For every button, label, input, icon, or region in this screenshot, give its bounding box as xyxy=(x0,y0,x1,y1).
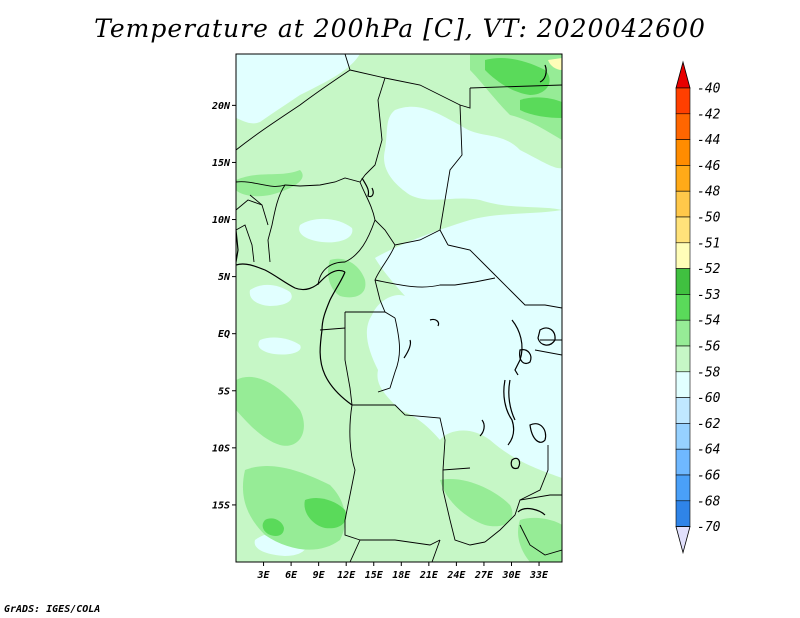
field-region-mid-7 xyxy=(518,517,562,562)
colorbar-swatch xyxy=(675,216,691,244)
lon-tick-label: 24E xyxy=(446,570,466,581)
colorbar-swatch xyxy=(675,448,691,476)
coastlines xyxy=(236,64,556,516)
latitude-axis: 20N 15N 10N 5N EQ 5S 10S 15S xyxy=(211,101,236,511)
colorbar-label: -54 xyxy=(697,314,720,329)
colorbar-label: -53 xyxy=(697,288,720,303)
lon-tick-label: 18E xyxy=(392,570,411,581)
lon-tick-label: 15E xyxy=(365,570,384,581)
colorbar-swatch xyxy=(675,268,691,295)
field-region-cold-north xyxy=(384,106,562,210)
colorbar-swatch xyxy=(675,397,691,424)
field-region-warm-sw xyxy=(304,498,347,529)
lon-tick-label: 12E xyxy=(337,570,356,581)
lon-tick-label: 21E xyxy=(419,570,439,581)
colorbar-label: -46 xyxy=(697,159,721,174)
colorbar-upper-triangle xyxy=(675,60,691,89)
colorbar-label: -51 xyxy=(697,236,720,251)
lon-tick-label: 33E xyxy=(529,570,549,581)
field-region-mid-6 xyxy=(440,479,513,527)
colorbar-swatch xyxy=(675,294,691,321)
map-frame xyxy=(235,53,563,563)
colorbar-label: -42 xyxy=(697,107,721,122)
field-region-mid-3 xyxy=(236,376,304,446)
lat-tick-label: 10S xyxy=(212,443,230,454)
colorbar-label: -60 xyxy=(697,391,721,406)
field-region-cold-sahara xyxy=(236,54,360,124)
colorbar-label: -44 xyxy=(697,133,720,148)
lat-tick-label: 20N xyxy=(211,101,231,112)
field-region-cold-central xyxy=(366,210,562,478)
chart-title: Temperature at 200hPa [C], VT: 202004260… xyxy=(94,14,706,43)
colorbar-lower-triangle xyxy=(675,526,691,555)
colorbar-label: -40 xyxy=(697,82,721,97)
lon-tick-label: 9E xyxy=(313,570,326,581)
lon-tick-label: 27E xyxy=(474,570,494,581)
colorbar-label: -58 xyxy=(697,365,721,380)
colorbar-label: -66 xyxy=(697,469,721,484)
colorbar-swatch xyxy=(675,474,691,502)
lat-tick-label: 15N xyxy=(212,158,231,169)
colorbar-swatch xyxy=(675,242,691,269)
lat-tick-label: 10N xyxy=(212,215,231,226)
colorbar-label: -68 xyxy=(697,494,721,509)
lon-tick-label: 30E xyxy=(501,570,521,581)
field-region-mid-1 xyxy=(236,170,303,197)
colorbar-label: -52 xyxy=(697,262,721,277)
lon-tick-label: 3E xyxy=(257,570,271,581)
field-region-warm-sw2 xyxy=(262,518,284,536)
colorbar-label: -56 xyxy=(697,340,721,355)
field-region-cold-patch-w xyxy=(249,284,292,306)
colorbar-swatch xyxy=(675,423,691,450)
country-borders xyxy=(236,54,562,562)
colorbar-swatch xyxy=(675,165,691,192)
lat-tick-label: EQ xyxy=(218,329,230,340)
colorbar-label: -70 xyxy=(697,520,721,535)
lat-tick-label: 5S xyxy=(218,386,230,397)
colorbar-label: -48 xyxy=(697,185,721,200)
colorbar-label: -62 xyxy=(697,417,721,432)
field-region-cold-patch-n2 xyxy=(299,218,353,243)
field-region-cold-patch-w2 xyxy=(258,337,301,355)
colorbar-label: -64 xyxy=(697,443,720,458)
field-region-warm-ne2 xyxy=(520,97,562,118)
field-region-warm-ne3 xyxy=(548,58,562,70)
colorbar-swatch xyxy=(675,87,691,115)
longitude-axis: 3E 6E 9E 12E 15E 18E 21E 24E 27E 30E 33E xyxy=(257,562,549,581)
lat-tick-label: 15S xyxy=(212,500,230,511)
colorbar-swatch xyxy=(675,371,691,398)
credit-label: GrADS: IGES/COLA xyxy=(4,604,101,615)
colorbar-swatch xyxy=(675,139,691,166)
colorbar-swatch xyxy=(675,190,691,218)
colorbar-swatch xyxy=(675,500,691,527)
colorbar-swatch xyxy=(675,319,691,347)
lon-tick-label: 6E xyxy=(285,570,298,581)
colorbar-label: -50 xyxy=(697,211,721,226)
lat-tick-label: 5N xyxy=(218,272,231,283)
colorbar-swatch xyxy=(675,345,691,373)
colorbar-swatch xyxy=(675,113,691,140)
